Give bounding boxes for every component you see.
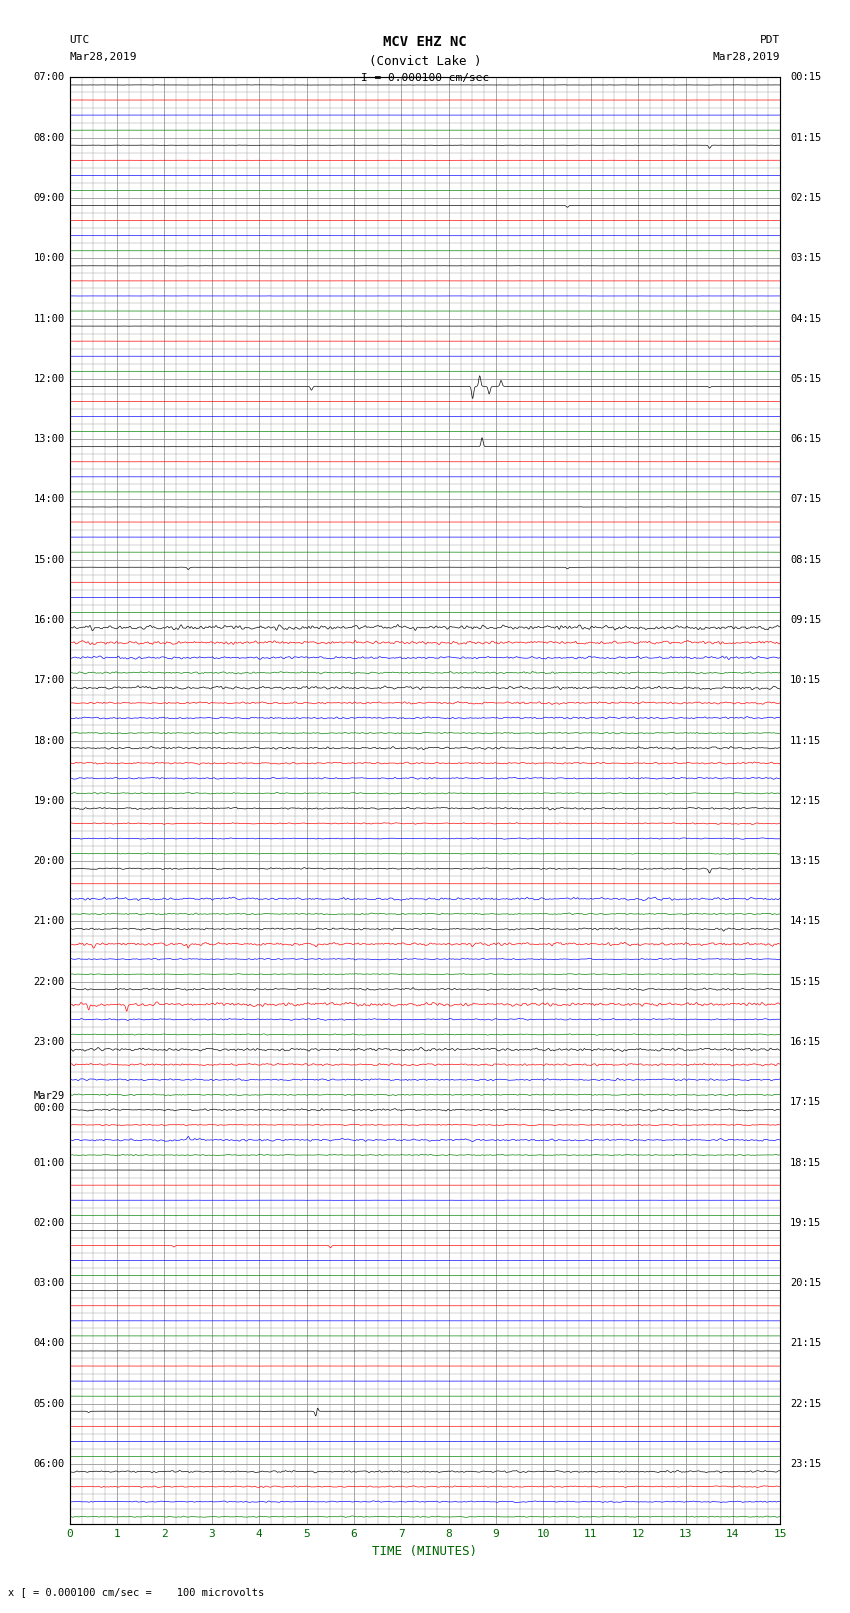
Text: PDT: PDT [760, 35, 780, 45]
Text: (Convict Lake ): (Convict Lake ) [369, 55, 481, 68]
Text: Mar28,2019: Mar28,2019 [70, 52, 137, 61]
Text: Mar28,2019: Mar28,2019 [713, 52, 780, 61]
Text: UTC: UTC [70, 35, 90, 45]
Text: I = 0.000100 cm/sec: I = 0.000100 cm/sec [361, 73, 489, 82]
Text: MCV EHZ NC: MCV EHZ NC [383, 35, 467, 50]
X-axis label: TIME (MINUTES): TIME (MINUTES) [372, 1545, 478, 1558]
Text: x [ = 0.000100 cm/sec =    100 microvolts: x [ = 0.000100 cm/sec = 100 microvolts [8, 1587, 264, 1597]
